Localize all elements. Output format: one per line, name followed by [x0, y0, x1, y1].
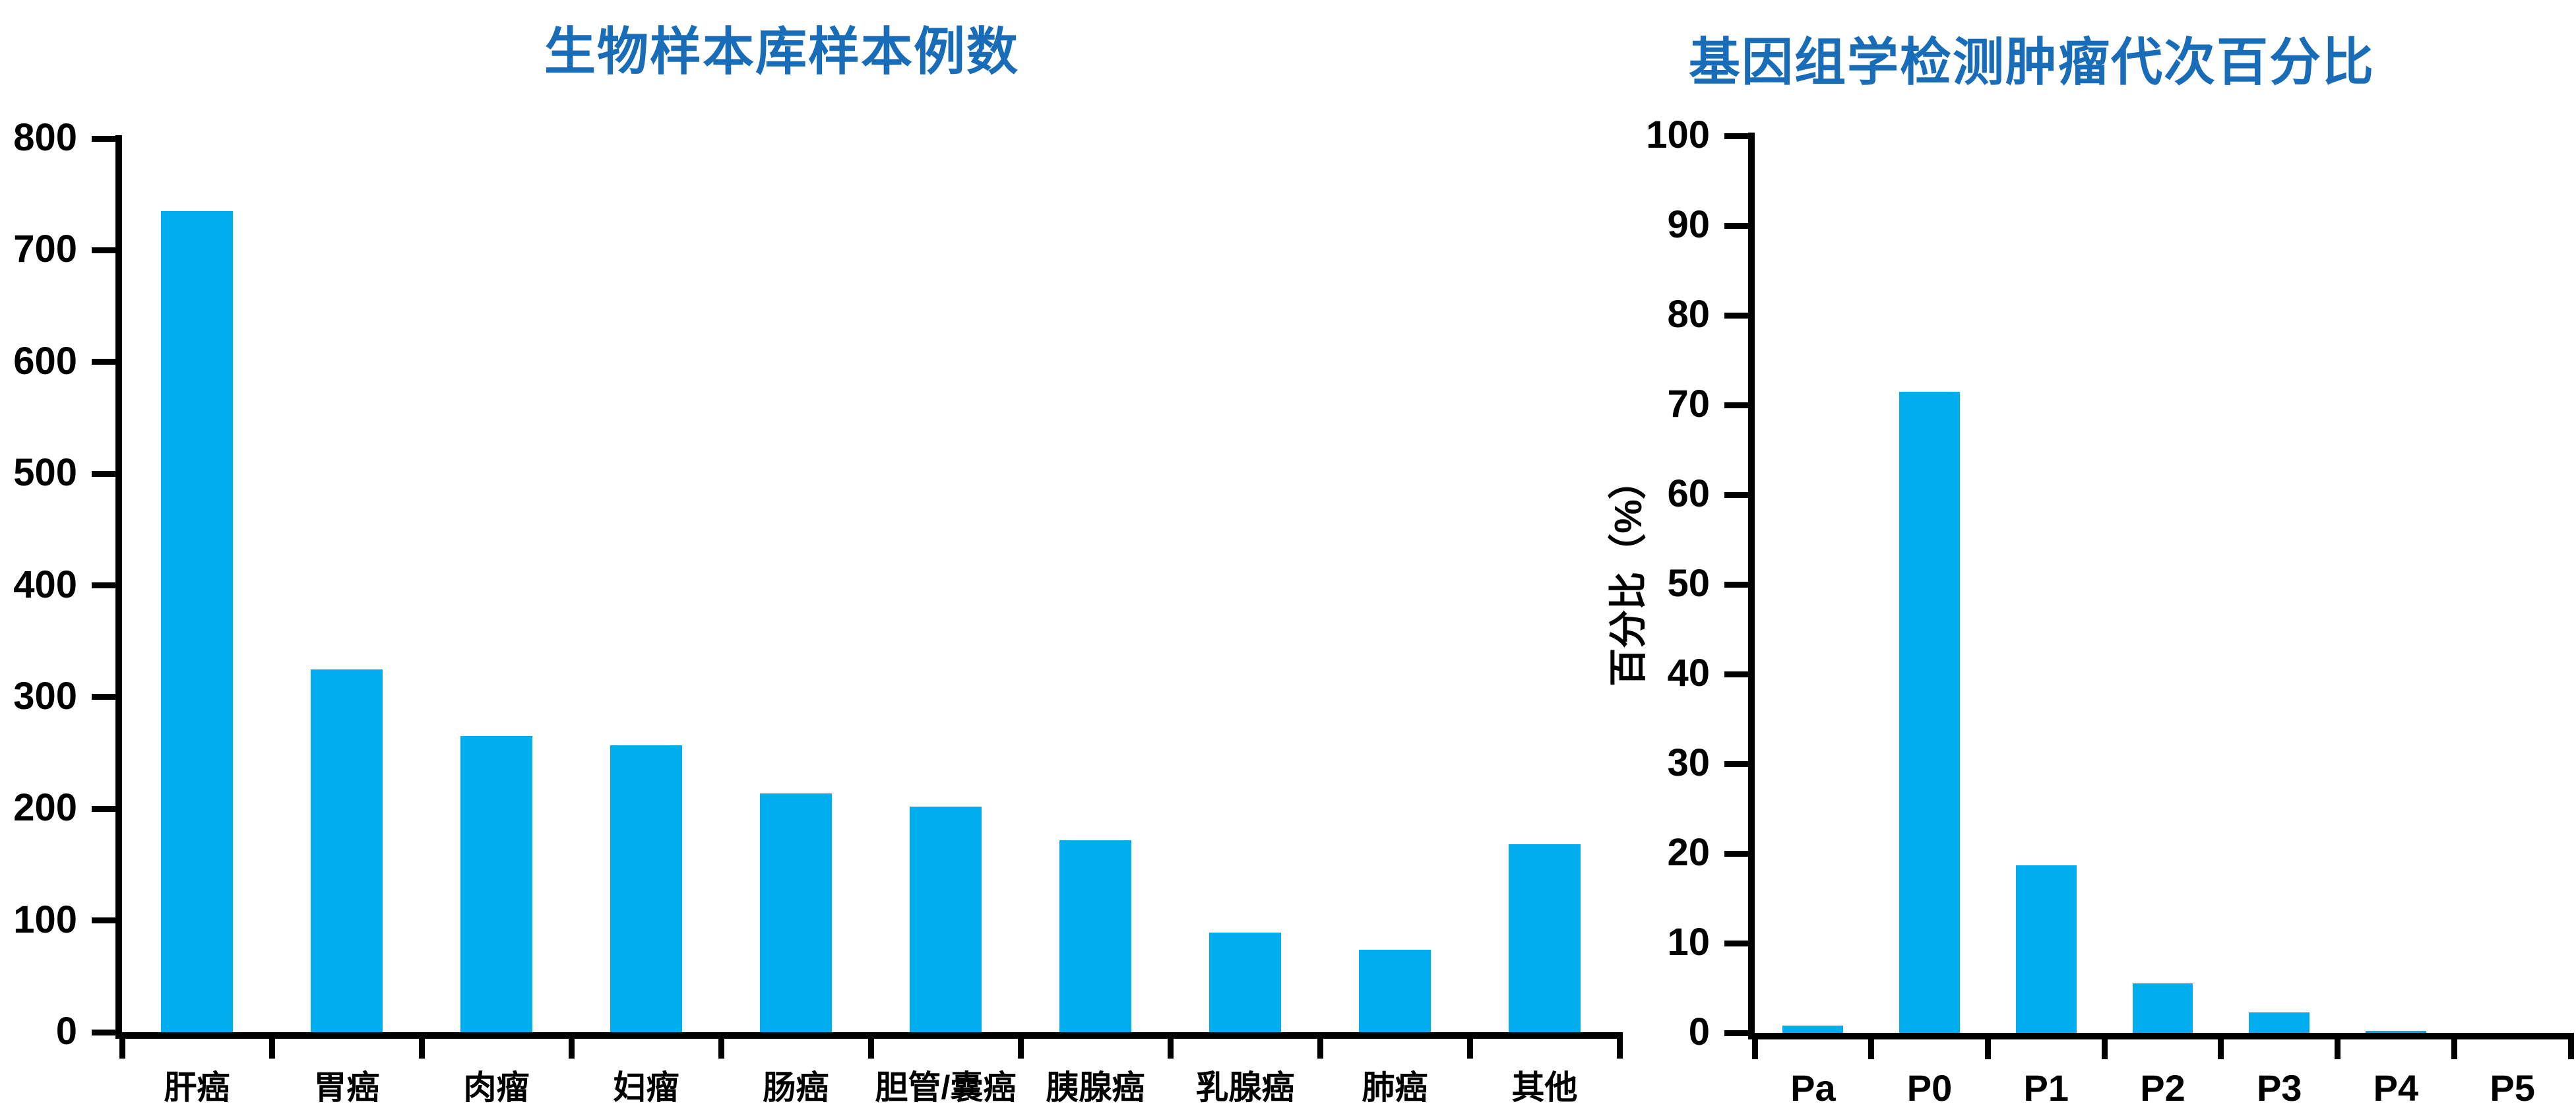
right-bar-Pa	[1782, 1026, 1844, 1033]
left-y-tick-400	[92, 582, 115, 588]
left-y-tick-200	[92, 805, 115, 812]
right-x-label-P3: P3	[2256, 1067, 2302, 1109]
left-x-label-肠癌: 肠癌	[763, 1069, 829, 1106]
left-x-tick-6	[1017, 1039, 1024, 1059]
left-y-axis	[115, 135, 122, 1039]
right-y-tick-10	[1724, 940, 1748, 946]
left-bar-胆管/囊癌	[910, 806, 982, 1032]
left-x-tick-1	[268, 1039, 275, 1059]
left-x-label-其他: 其他	[1511, 1069, 1578, 1106]
right-bar-P1	[2015, 865, 2077, 1033]
right-bar-P2	[2132, 983, 2193, 1033]
right-x-tick-1	[1868, 1039, 1875, 1059]
left-x-tick-3	[568, 1039, 575, 1059]
right-y-tick-30	[1724, 760, 1748, 767]
right-y-tick-80	[1724, 312, 1748, 319]
left-y-tick-label-200: 200	[13, 786, 77, 830]
right-bar-P3	[2249, 1012, 2310, 1033]
left-y-tick-label-800: 800	[13, 116, 77, 159]
left-y-tick-label-300: 300	[13, 674, 77, 718]
left-y-tick-label-700: 700	[13, 228, 77, 271]
left-y-tick-label-100: 100	[13, 898, 77, 941]
left-x-axis	[115, 1032, 1623, 1039]
left-x-tick-2	[418, 1039, 425, 1059]
right-y-tick-label-40: 40	[1667, 652, 1710, 695]
left-y-tick-0	[92, 1029, 115, 1035]
left-bar-肺癌	[1359, 949, 1431, 1032]
right-y-tick-60	[1724, 491, 1748, 498]
right-x-label-P2: P2	[2140, 1067, 2185, 1109]
right-y-tick-label-0: 0	[1688, 1010, 1710, 1053]
left-x-tick-7	[1167, 1039, 1174, 1059]
left-y-tick-700	[92, 247, 115, 253]
right-x-tick-6	[2451, 1039, 2457, 1059]
right-y-tick-label-60: 60	[1667, 472, 1710, 515]
right-y-tick-70	[1724, 402, 1748, 408]
left-y-tick-500	[92, 470, 115, 477]
left-bar-肠癌	[760, 793, 832, 1032]
left-y-tick-100	[92, 917, 115, 924]
right-x-tick-5	[2335, 1039, 2341, 1059]
left-x-label-肉瘤: 肉瘤	[463, 1069, 530, 1106]
right-bar-P4	[2365, 1031, 2426, 1033]
right-x-label-P0: P0	[1906, 1067, 1953, 1109]
left-x-tick-4	[718, 1039, 724, 1059]
left-y-tick-label-500: 500	[13, 451, 77, 495]
right-x-tick-0	[1751, 1039, 1758, 1059]
right-y-axis	[1748, 133, 1755, 1039]
right-y-tick-label-20: 20	[1667, 831, 1710, 874]
right-y-tick-label-10: 10	[1667, 921, 1710, 964]
right-x-tick-3	[2101, 1039, 2108, 1059]
left-bar-其他	[1509, 844, 1581, 1032]
left-x-tick-9	[1466, 1039, 1473, 1059]
left-x-tick-8	[1317, 1039, 1323, 1059]
left-bar-乳腺癌	[1209, 933, 1281, 1032]
left-y-tick-300	[92, 694, 115, 700]
left-x-label-妇瘤: 妇瘤	[613, 1069, 679, 1106]
right-x-tick-4	[2218, 1039, 2224, 1059]
right-x-label-P1: P1	[2023, 1067, 2069, 1109]
right-chart-title: 基因组学检测肿瘤代次百分比	[1688, 33, 2375, 91]
right-y-tick-label-70: 70	[1667, 383, 1710, 425]
right-x-label-P4: P4	[2373, 1067, 2419, 1109]
right-y-tick-20	[1724, 850, 1748, 857]
left-chart-title: 生物样本库样本例数	[544, 22, 1019, 80]
left-x-label-肝癌: 肝癌	[164, 1069, 230, 1106]
right-y-tick-0	[1724, 1030, 1748, 1036]
right-x-label-P5: P5	[2490, 1067, 2535, 1109]
left-bar-肝癌	[161, 211, 233, 1032]
left-x-tick-5	[867, 1039, 874, 1059]
left-bar-胃癌	[311, 669, 383, 1032]
left-bar-胰腺癌	[1059, 840, 1131, 1032]
left-y-tick-800	[92, 135, 115, 142]
right-y-tick-label-90: 90	[1667, 203, 1710, 246]
left-x-label-胰腺癌: 胰腺癌	[1046, 1069, 1145, 1106]
right-x-tick-7	[2567, 1039, 2574, 1059]
right-y-tick-50	[1724, 581, 1748, 588]
right-y-tick-label-50: 50	[1667, 562, 1710, 605]
left-x-label-乳腺癌: 乳腺癌	[1195, 1069, 1295, 1106]
left-x-label-胆管/囊癌: 胆管/囊癌	[875, 1069, 1017, 1106]
left-x-label-胃癌: 胃癌	[313, 1069, 380, 1106]
left-y-tick-600	[92, 359, 115, 365]
left-y-tick-label-400: 400	[13, 563, 77, 606]
left-bar-妇瘤	[610, 745, 682, 1032]
right-y-tick-label-100: 100	[1646, 113, 1710, 156]
right-x-label-Pa: Pa	[1790, 1067, 1836, 1109]
right-x-axis	[1748, 1033, 2574, 1039]
left-y-tick-label-0: 0	[55, 1010, 77, 1053]
left-x-tick-0	[119, 1039, 125, 1059]
left-y-tick-label-600: 600	[13, 339, 77, 383]
right-x-tick-2	[1984, 1039, 1991, 1059]
right-y-tick-40	[1724, 671, 1748, 677]
right-y-tick-100	[1724, 133, 1748, 139]
right-y-tick-label-80: 80	[1667, 293, 1710, 336]
left-x-tick-10	[1616, 1039, 1623, 1059]
right-bar-P0	[1899, 391, 1961, 1033]
right-y-tick-label-30: 30	[1667, 741, 1710, 784]
left-bar-肉瘤	[460, 736, 532, 1032]
left-x-label-肺癌: 肺癌	[1362, 1069, 1428, 1106]
right-y-tick-90	[1724, 222, 1748, 229]
